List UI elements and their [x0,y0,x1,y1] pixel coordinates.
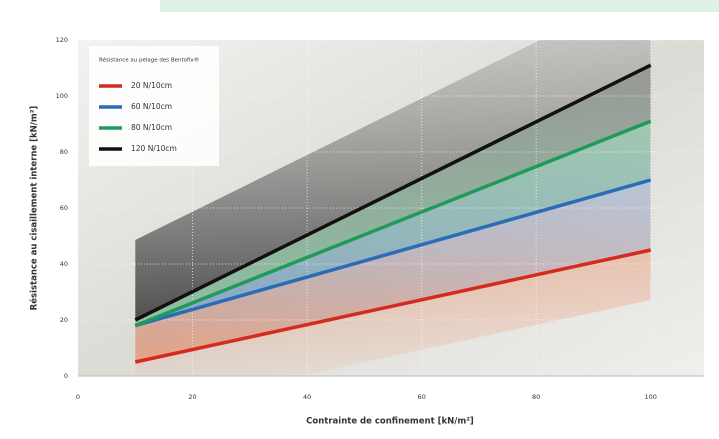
legend-label: 80 N/10cm [131,123,172,132]
y-tick-label: 120 [56,36,68,44]
top-strip [160,0,719,12]
y-tick-label: 80 [60,148,68,156]
y-tick-label: 60 [60,204,68,212]
x-tick-label: 20 [188,393,196,401]
legend-label: 60 N/10cm [131,102,172,111]
y-axis-title: Résistance au cisaillement interne [kN/m… [29,106,40,311]
x-axis-title: Contrainte de confinement [kN/m²] [306,417,474,427]
y-tick-label: 20 [60,316,68,324]
y-tick-label: 100 [56,92,68,100]
chart: 0 20 40 60 80 100 120 0 20 40 60 80 100 Contrainte d… [0,0,719,439]
y-tick-label: 40 [60,260,68,268]
x-tick-label: 80 [532,393,540,401]
legend-label: 120 N/10cm [131,144,177,153]
x-tick-label: 60 [417,393,425,401]
x-tick-label: 0 [76,393,80,401]
x-tick-label: 40 [303,393,311,401]
legend-title: Résistance au pelage des Bentofix® [99,57,199,64]
y-tick-label: 0 [64,372,68,380]
x-tick-label: 100 [645,393,657,401]
legend-label: 20 N/10cm [131,81,172,90]
page: 0 20 40 60 80 100 120 0 20 40 60 80 100 Contrainte d… [0,0,719,439]
